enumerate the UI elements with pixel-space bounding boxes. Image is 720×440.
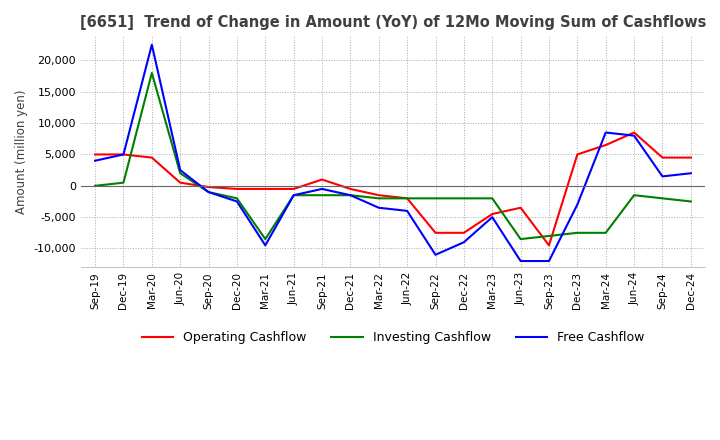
Free Cashflow bbox=[431, 252, 440, 257]
Free Cashflow bbox=[573, 202, 582, 207]
Free Cashflow bbox=[459, 240, 468, 245]
Free Cashflow bbox=[204, 190, 213, 195]
Investing Cashflow bbox=[402, 196, 411, 201]
Investing Cashflow bbox=[119, 180, 127, 185]
Free Cashflow bbox=[601, 130, 610, 135]
Free Cashflow bbox=[261, 243, 269, 248]
Operating Cashflow bbox=[318, 177, 326, 182]
Free Cashflow bbox=[233, 199, 241, 204]
Free Cashflow bbox=[658, 174, 667, 179]
Free Cashflow bbox=[544, 258, 553, 264]
Free Cashflow bbox=[346, 193, 355, 198]
Operating Cashflow bbox=[119, 152, 127, 157]
Operating Cashflow bbox=[573, 152, 582, 157]
Investing Cashflow bbox=[516, 236, 525, 242]
Legend: Operating Cashflow, Investing Cashflow, Free Cashflow: Operating Cashflow, Investing Cashflow, … bbox=[137, 326, 649, 349]
Free Cashflow bbox=[119, 152, 127, 157]
Investing Cashflow bbox=[318, 193, 326, 198]
Operating Cashflow bbox=[91, 152, 99, 157]
Operating Cashflow bbox=[658, 155, 667, 160]
Operating Cashflow bbox=[233, 186, 241, 191]
Investing Cashflow bbox=[148, 70, 156, 76]
Operating Cashflow bbox=[516, 205, 525, 210]
Operating Cashflow bbox=[374, 193, 383, 198]
Operating Cashflow bbox=[289, 186, 298, 191]
Y-axis label: Amount (million yen): Amount (million yen) bbox=[15, 89, 28, 213]
Investing Cashflow bbox=[233, 196, 241, 201]
Investing Cashflow bbox=[346, 193, 355, 198]
Operating Cashflow bbox=[148, 155, 156, 160]
Investing Cashflow bbox=[261, 236, 269, 242]
Investing Cashflow bbox=[431, 196, 440, 201]
Operating Cashflow bbox=[346, 186, 355, 191]
Investing Cashflow bbox=[573, 230, 582, 235]
Investing Cashflow bbox=[488, 196, 497, 201]
Investing Cashflow bbox=[686, 199, 695, 204]
Investing Cashflow bbox=[204, 190, 213, 195]
Free Cashflow bbox=[686, 171, 695, 176]
Free Cashflow bbox=[289, 193, 298, 198]
Operating Cashflow bbox=[630, 130, 639, 135]
Free Cashflow bbox=[91, 158, 99, 163]
Free Cashflow bbox=[630, 133, 639, 138]
Line: Free Cashflow: Free Cashflow bbox=[95, 45, 690, 261]
Operating Cashflow bbox=[686, 155, 695, 160]
Free Cashflow bbox=[176, 168, 184, 173]
Operating Cashflow bbox=[176, 180, 184, 185]
Investing Cashflow bbox=[544, 233, 553, 238]
Investing Cashflow bbox=[459, 196, 468, 201]
Investing Cashflow bbox=[289, 193, 298, 198]
Title: [6651]  Trend of Change in Amount (YoY) of 12Mo Moving Sum of Cashflows: [6651] Trend of Change in Amount (YoY) o… bbox=[80, 15, 706, 30]
Operating Cashflow bbox=[204, 184, 213, 190]
Operating Cashflow bbox=[488, 211, 497, 216]
Operating Cashflow bbox=[261, 186, 269, 191]
Free Cashflow bbox=[148, 42, 156, 48]
Free Cashflow bbox=[516, 258, 525, 264]
Line: Operating Cashflow: Operating Cashflow bbox=[95, 132, 690, 246]
Operating Cashflow bbox=[431, 230, 440, 235]
Investing Cashflow bbox=[601, 230, 610, 235]
Investing Cashflow bbox=[176, 171, 184, 176]
Free Cashflow bbox=[488, 215, 497, 220]
Free Cashflow bbox=[374, 205, 383, 210]
Operating Cashflow bbox=[544, 243, 553, 248]
Investing Cashflow bbox=[91, 183, 99, 188]
Operating Cashflow bbox=[459, 230, 468, 235]
Line: Investing Cashflow: Investing Cashflow bbox=[95, 73, 690, 239]
Free Cashflow bbox=[402, 208, 411, 213]
Investing Cashflow bbox=[374, 196, 383, 201]
Operating Cashflow bbox=[402, 196, 411, 201]
Operating Cashflow bbox=[601, 143, 610, 148]
Investing Cashflow bbox=[658, 196, 667, 201]
Investing Cashflow bbox=[630, 193, 639, 198]
Free Cashflow bbox=[318, 186, 326, 191]
